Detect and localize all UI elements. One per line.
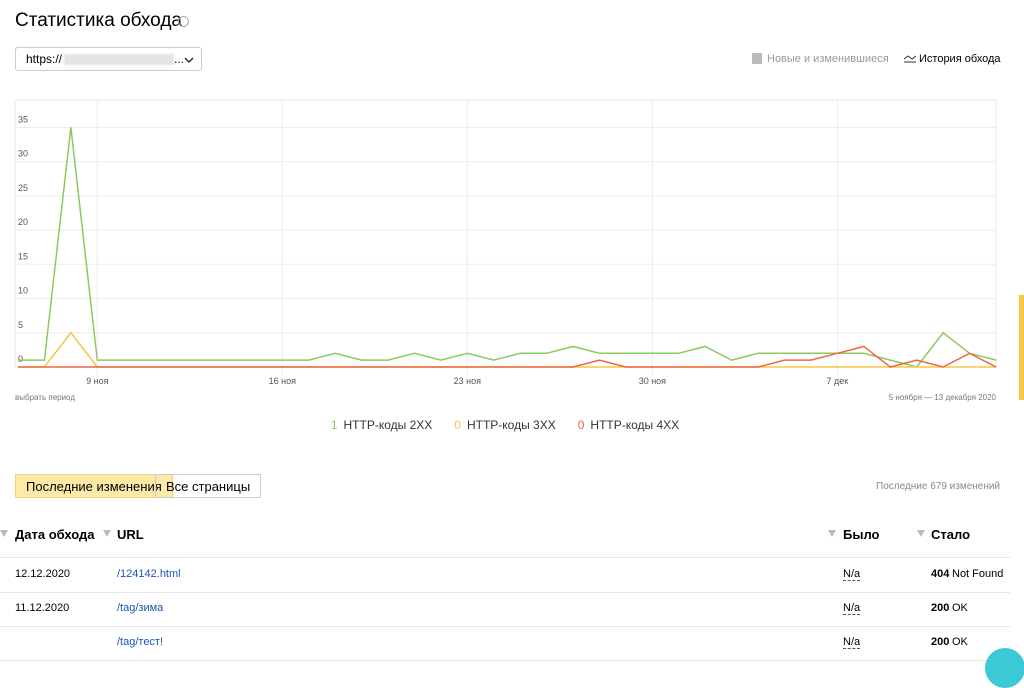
- crawl-date: 11.12.2020: [15, 602, 70, 614]
- status-text: OK: [952, 636, 968, 648]
- page: Статистика обхода https:// ... Новые и и…: [0, 10, 1024, 688]
- status-text: OK: [952, 602, 968, 614]
- filter-icon[interactable]: [0, 530, 8, 537]
- legend-label: HTTP-коды 3XX: [466, 418, 556, 432]
- series-line: [18, 345, 997, 368]
- x-tick-label: 9 ноя: [86, 376, 108, 386]
- legend-label: HTTP-коды 2XX: [343, 418, 433, 432]
- legend-item[interactable]: 0 HTTP-коды 4XX: [578, 418, 679, 432]
- tab-all[interactable]: Все страницы: [155, 474, 262, 498]
- period-link[interactable]: выбрать период: [15, 393, 75, 402]
- url-link[interactable]: /124142.html: [117, 568, 181, 580]
- history-toggle[interactable]: История обхода: [919, 53, 1001, 65]
- chevron: [184, 57, 194, 64]
- status-before[interactable]: N/a: [843, 602, 861, 615]
- status-code: 200: [931, 602, 950, 614]
- new-changed-toggle[interactable]: Новые и изменившиеся: [767, 53, 889, 65]
- x-tick-label: 30 ноя: [639, 376, 666, 386]
- status-text: Not Found: [952, 568, 1004, 580]
- row-divider: [0, 626, 1010, 627]
- site-select[interactable]: https:// ...: [15, 47, 202, 71]
- url-link[interactable]: /tag/зима: [117, 602, 164, 614]
- y-tick-label: 20: [18, 217, 28, 227]
- tab-recent[interactable]: Последние изменения: [15, 474, 173, 498]
- legend-label: HTTP-коды 4XX: [590, 418, 680, 432]
- row-divider: [0, 592, 1010, 593]
- status-code: 404: [931, 568, 950, 580]
- filter-icon[interactable]: [917, 530, 925, 537]
- y-tick-label: 30: [18, 149, 28, 159]
- y-tick-label: 25: [18, 183, 28, 193]
- x-tick-label: 7 дек: [827, 376, 849, 386]
- legend-item[interactable]: 1 HTTP-коды 2XX: [331, 418, 432, 432]
- y-tick-label: 35: [18, 114, 28, 124]
- scroll-indicator: [1019, 295, 1024, 400]
- header-url: URL: [117, 527, 144, 542]
- crawl-date: 12.12.2020: [15, 568, 71, 580]
- period-range: 5 ноября — 13 декабря 2020: [889, 393, 997, 402]
- history-icon: [904, 55, 916, 63]
- status-before[interactable]: N/a: [843, 568, 861, 581]
- y-tick-label: 5: [18, 320, 23, 330]
- page-title: Статистика обхода: [15, 10, 182, 31]
- filter-icon[interactable]: [103, 530, 111, 537]
- legend-item[interactable]: 0 HTTP-коды 3XX: [454, 418, 555, 432]
- header-after: Стало: [931, 527, 971, 542]
- legend: 1 HTTP-коды 2XX 0 HTTP-коды 3XX 0 HTTP-коды 4…: [0, 418, 1010, 432]
- url-link[interactable]: /tag/тест!: [117, 636, 164, 648]
- info-icon[interactable]: [178, 16, 189, 27]
- filter-icon[interactable]: [828, 530, 836, 537]
- blurred-url: [64, 54, 174, 65]
- x-tick-label: 23 ноя: [454, 376, 481, 386]
- x-tick-label: 16 ноя: [269, 376, 296, 386]
- row-divider: [0, 660, 1010, 661]
- help-button[interactable]: [985, 648, 1024, 688]
- legend-count: 0: [454, 418, 461, 432]
- status-code: 200: [931, 636, 950, 648]
- status-before[interactable]: N/a: [843, 636, 861, 649]
- header-date: Дата обхода: [15, 527, 95, 542]
- row-divider: [0, 557, 1010, 558]
- legend-count: 1: [330, 418, 338, 432]
- table-icon: [752, 53, 762, 64]
- plot-border: [14, 99, 997, 368]
- y-tick-label: 0: [18, 354, 23, 364]
- chart: 0 5 10 15 20 25 30 35 9 ноя 16 ноя 23 ноя 30 ноя 7 д…: [14, 99, 997, 402]
- changes-count: Последние 679 изменений: [876, 481, 1001, 492]
- site-suffix: ...: [174, 52, 185, 66]
- y-tick-label: 15: [18, 251, 28, 261]
- site-prefix: https://: [26, 52, 63, 66]
- series-line: [18, 127, 997, 368]
- y-tick-label: 10: [18, 286, 28, 296]
- legend-count: 0: [577, 418, 585, 432]
- header-before: Было: [843, 527, 880, 542]
